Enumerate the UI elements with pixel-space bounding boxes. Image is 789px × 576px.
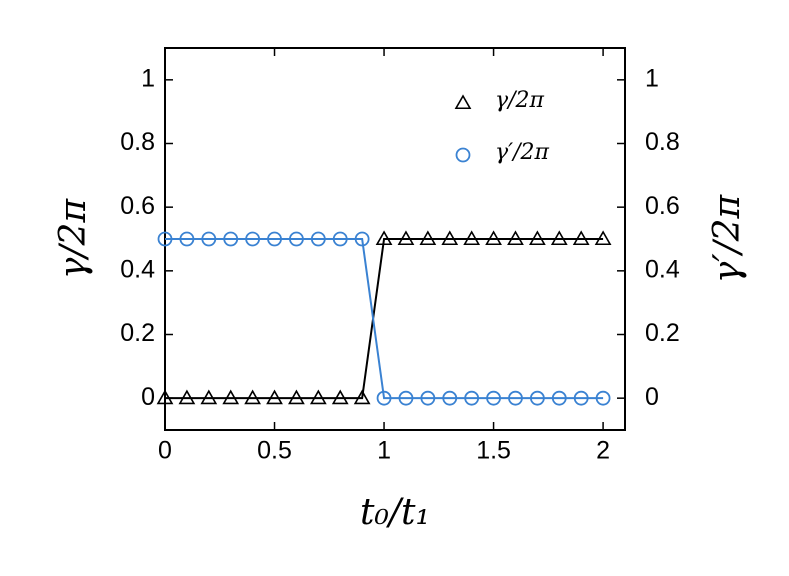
data-point <box>376 390 392 406</box>
data-point <box>419 230 437 246</box>
data-point <box>288 389 305 405</box>
x-axis-label: t₀/t₁ <box>360 492 430 533</box>
legend-marker <box>454 94 472 110</box>
x-tick-label: 1.5 <box>476 437 511 465</box>
x-tick-label: 0.5 <box>257 437 292 465</box>
data-point <box>222 389 240 405</box>
data-point <box>441 230 459 246</box>
y2-tick-label: 0.6 <box>645 192 680 220</box>
data-point <box>309 389 327 405</box>
y2-tick-label: 0.2 <box>645 319 680 347</box>
data-point <box>550 230 568 246</box>
legend-label: γ′/2π <box>495 140 550 165</box>
data-point <box>245 231 261 247</box>
data-point <box>267 231 282 247</box>
y-tick-label: 0 <box>141 383 155 411</box>
data-point <box>375 230 393 246</box>
y-tick-label: 1 <box>141 64 155 92</box>
data-point <box>398 390 414 406</box>
data-point <box>244 389 261 405</box>
x-tick-label: 2 <box>596 437 610 465</box>
data-point <box>178 389 196 405</box>
y-axis-label: γ/2π <box>53 198 94 280</box>
x-tick-label: 1 <box>377 437 391 465</box>
legend-marker <box>455 147 471 163</box>
y-tick-label: 0.4 <box>120 255 155 283</box>
data-point <box>331 389 349 405</box>
data-point <box>420 390 436 406</box>
data-point <box>529 390 545 406</box>
data-point <box>507 230 524 246</box>
data-point <box>332 231 348 247</box>
y2-axis-label: γ′/2π <box>707 193 748 283</box>
y-tick-label: 0.6 <box>120 192 155 220</box>
data-point <box>201 231 217 247</box>
y-tick-label: 0.2 <box>120 319 155 347</box>
data-point <box>353 389 371 405</box>
data-point <box>485 230 502 246</box>
data-point <box>464 390 480 406</box>
y2-tick-label: 0.8 <box>645 128 680 156</box>
series-line <box>165 238 604 400</box>
data-point <box>223 231 239 247</box>
data-point <box>573 390 589 406</box>
data-point <box>289 231 304 247</box>
data-point <box>595 390 611 406</box>
data-point <box>157 231 173 247</box>
legend-label: γ/2π <box>495 88 545 113</box>
data-point <box>354 231 370 247</box>
data-point <box>442 390 458 406</box>
data-point <box>529 230 546 246</box>
data-point <box>156 389 174 405</box>
x-tick-label: 0 <box>158 437 172 465</box>
data-point <box>397 230 415 246</box>
y2-tick-label: 0.4 <box>645 255 680 283</box>
data-point <box>463 230 481 246</box>
y2-tick-label: 1 <box>645 64 659 92</box>
data-point <box>508 390 523 406</box>
data-point <box>310 231 326 247</box>
y2-tick-label: 0 <box>645 383 659 411</box>
data-point <box>179 231 195 247</box>
data-point <box>266 389 283 405</box>
data-point <box>200 389 218 405</box>
data-point <box>572 230 590 246</box>
y-tick-label: 0.8 <box>120 128 155 156</box>
data-point <box>594 230 612 246</box>
data-point <box>486 390 501 406</box>
data-point <box>551 390 567 406</box>
